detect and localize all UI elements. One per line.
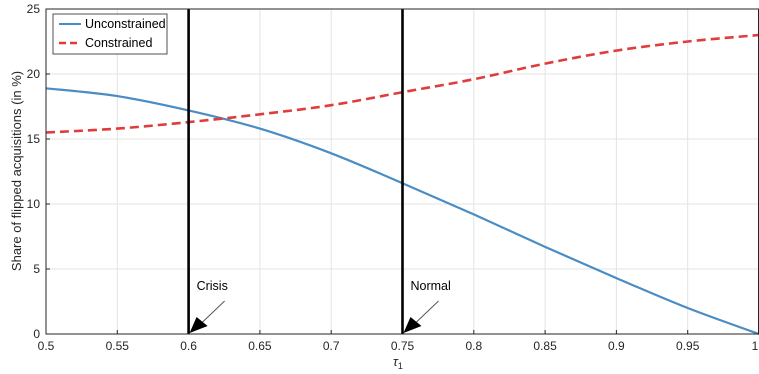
vertical-markers: Crisis Normal bbox=[187, 9, 451, 334]
y-axis-ticks: 0 5 10 15 20 25 bbox=[27, 2, 50, 341]
x-tick-label: 0.8 bbox=[465, 339, 482, 353]
y-tick-label: 10 bbox=[27, 197, 41, 211]
y-tick-label: 20 bbox=[27, 67, 41, 81]
annotation-crisis: Crisis bbox=[197, 279, 228, 293]
legend: Unconstrained Constrained bbox=[52, 13, 168, 55]
x-axis-label-subscript: 1 bbox=[398, 361, 403, 371]
y-tick-label: 15 bbox=[27, 132, 41, 146]
x-axis-ticks: 0.5 0.55 0.6 0.65 0.7 0.75 0.8 0.85 0.9 0.95 1 bbox=[38, 330, 759, 353]
x-tick-label: 0.75 bbox=[391, 339, 415, 353]
legend-label-unconstrained: Unconstrained bbox=[85, 17, 166, 31]
x-tick-label: 0.85 bbox=[533, 339, 557, 353]
x-tick-label: 0.6 bbox=[180, 339, 197, 353]
annotation-arrow-crisis bbox=[202, 300, 225, 323]
annotation-arrowhead-crisis bbox=[189, 317, 208, 333]
annotation-arrowhead-normal bbox=[403, 317, 422, 333]
x-axis-label: τ1 bbox=[393, 354, 403, 371]
legend-box bbox=[52, 13, 168, 55]
y-tick-label: 0 bbox=[33, 327, 40, 341]
x-tick-label: 1 bbox=[752, 339, 759, 353]
annotation-normal: Normal bbox=[411, 279, 451, 293]
x-tick-label: 0.55 bbox=[106, 339, 130, 353]
annotation-arrow-normal bbox=[416, 300, 439, 323]
legend-label-constrained: Constrained bbox=[85, 36, 152, 50]
y-axis-label: Share of flipped acquisitions (in %) bbox=[9, 71, 24, 271]
x-tick-label: 0.65 bbox=[248, 339, 272, 353]
x-tick-label: 0.5 bbox=[38, 339, 55, 353]
x-tick-label: 0.9 bbox=[608, 339, 625, 353]
y-tick-label: 5 bbox=[33, 262, 40, 276]
y-tick-label: 25 bbox=[27, 2, 41, 16]
x-tick-label: 0.95 bbox=[676, 339, 700, 353]
x-tick-label: 0.7 bbox=[323, 339, 340, 353]
